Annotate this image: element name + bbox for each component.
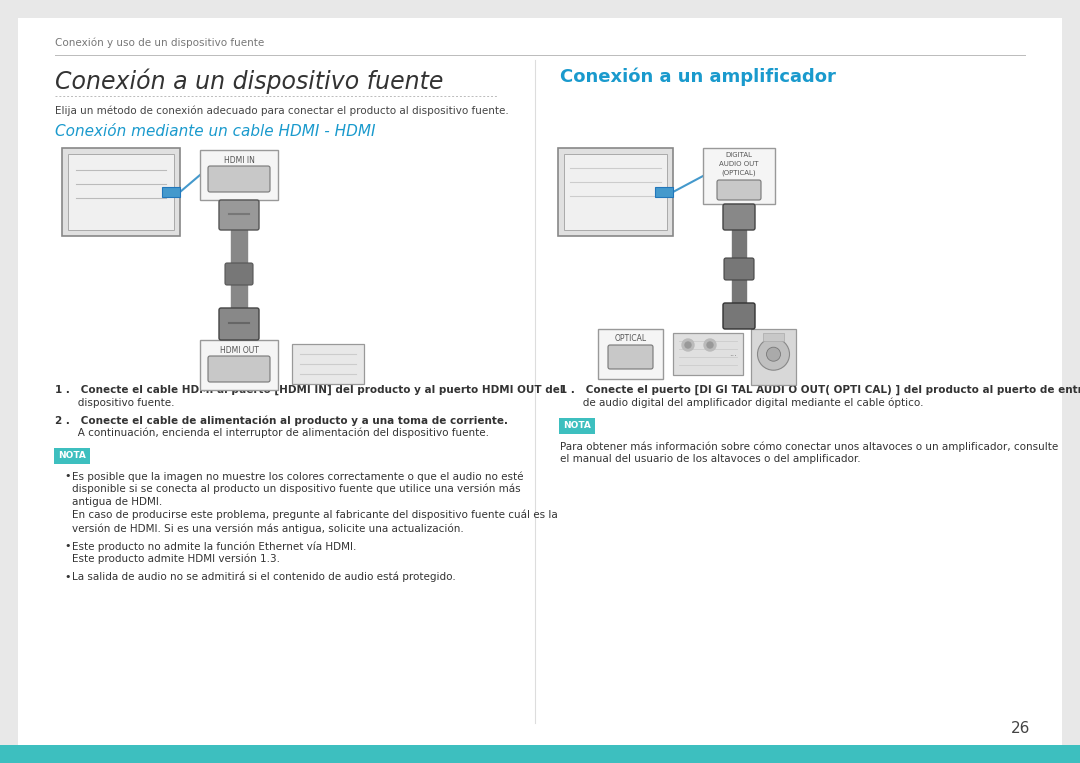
Text: Conexión a un dispositivo fuente: Conexión a un dispositivo fuente <box>55 68 444 94</box>
Text: 26: 26 <box>1011 721 1030 736</box>
FancyBboxPatch shape <box>703 148 775 204</box>
FancyBboxPatch shape <box>598 329 663 379</box>
FancyBboxPatch shape <box>18 18 1062 745</box>
FancyBboxPatch shape <box>0 745 1080 763</box>
FancyBboxPatch shape <box>762 333 784 341</box>
Text: Este producto admite HDMI versión 1.3.: Este producto admite HDMI versión 1.3. <box>72 554 280 565</box>
Text: dispositivo fuente.: dispositivo fuente. <box>55 398 175 408</box>
FancyBboxPatch shape <box>608 345 653 369</box>
Text: En caso de producirse este problema, pregunte al fabricante del dispositivo fuen: En caso de producirse este problema, pre… <box>72 510 557 520</box>
Text: NOTA: NOTA <box>58 452 86 461</box>
Text: •: • <box>64 572 70 582</box>
Text: AUDIO OUT: AUDIO OUT <box>719 161 759 167</box>
Text: •: • <box>64 471 70 481</box>
FancyBboxPatch shape <box>559 418 595 434</box>
FancyBboxPatch shape <box>717 180 761 200</box>
Circle shape <box>681 339 694 351</box>
Text: HDMI OUT: HDMI OUT <box>219 346 258 355</box>
Circle shape <box>707 342 713 348</box>
Circle shape <box>704 339 716 351</box>
Text: La salida de audio no se admitirá si el contenido de audio está protegido.: La salida de audio no se admitirá si el … <box>72 572 456 582</box>
FancyBboxPatch shape <box>219 308 259 340</box>
FancyBboxPatch shape <box>219 200 259 230</box>
Text: 1 .   Conecte el puerto [DI GI TAL AUDI O OUT( OPTI CAL) ] del producto al puert: 1 . Conecte el puerto [DI GI TAL AUDI O … <box>561 385 1080 395</box>
Text: HDMI IN: HDMI IN <box>224 156 255 165</box>
FancyBboxPatch shape <box>564 154 667 230</box>
Text: ...: ... <box>729 349 737 359</box>
Text: disponible si se conecta al producto un dispositivo fuente que utilice una versi: disponible si se conecta al producto un … <box>72 484 521 494</box>
FancyBboxPatch shape <box>200 150 278 200</box>
Text: el manual del usuario de los altavoces o del amplificador.: el manual del usuario de los altavoces o… <box>561 454 861 464</box>
Text: Conexión a un amplificador: Conexión a un amplificador <box>561 68 836 86</box>
Text: 2 .   Conecte el cable de alimentación al producto y a una toma de corriente.: 2 . Conecte el cable de alimentación al … <box>55 415 508 426</box>
Text: Conexión y uso de un dispositivo fuente: Conexión y uso de un dispositivo fuente <box>55 38 265 49</box>
FancyBboxPatch shape <box>751 329 796 385</box>
Text: de audio digital del amplificador digital mediante el cable óptico.: de audio digital del amplificador digita… <box>561 398 923 408</box>
Text: DIGITAL: DIGITAL <box>726 152 753 158</box>
FancyBboxPatch shape <box>162 187 180 197</box>
FancyBboxPatch shape <box>723 204 755 230</box>
FancyBboxPatch shape <box>208 356 270 382</box>
Text: 1 .   Conecte el cable HDMI al puerto [HDMI IN] del producto y al puerto HDMI OU: 1 . Conecte el cable HDMI al puerto [HDM… <box>55 385 564 395</box>
FancyBboxPatch shape <box>225 263 253 285</box>
Text: Es posible que la imagen no muestre los colores correctamente o que el audio no : Es posible que la imagen no muestre los … <box>72 471 524 481</box>
FancyBboxPatch shape <box>62 148 180 236</box>
Text: Conexión mediante un cable HDMI - HDMI: Conexión mediante un cable HDMI - HDMI <box>55 124 376 139</box>
FancyBboxPatch shape <box>724 258 754 280</box>
Circle shape <box>685 342 691 348</box>
Text: (OPTICAL): (OPTICAL) <box>721 170 756 176</box>
FancyBboxPatch shape <box>292 344 364 384</box>
FancyBboxPatch shape <box>723 303 755 329</box>
Text: Para obtener más información sobre cómo conectar unos altavoces o un amplificado: Para obtener más información sobre cómo … <box>561 441 1058 452</box>
Text: Elija un método de conexión adecuado para conectar el producto al dispositivo fu: Elija un método de conexión adecuado par… <box>55 106 509 117</box>
Text: •: • <box>64 541 70 551</box>
Text: antigua de HDMI.: antigua de HDMI. <box>72 497 162 507</box>
Text: OPTICAL: OPTICAL <box>615 334 647 343</box>
Text: Este producto no admite la función Ethernet vía HDMI.: Este producto no admite la función Ether… <box>72 541 356 552</box>
FancyBboxPatch shape <box>558 148 673 236</box>
Text: versión de HDMI. Si es una versión más antigua, solicite una actualización.: versión de HDMI. Si es una versión más a… <box>72 523 463 533</box>
Text: A continuación, encienda el interruptor de alimentación del dispositivo fuente.: A continuación, encienda el interruptor … <box>55 428 489 439</box>
Text: NOTA: NOTA <box>563 421 591 430</box>
FancyBboxPatch shape <box>54 448 90 464</box>
Circle shape <box>757 338 789 370</box>
FancyBboxPatch shape <box>654 187 673 197</box>
Circle shape <box>767 347 781 361</box>
FancyBboxPatch shape <box>208 166 270 192</box>
FancyBboxPatch shape <box>68 154 174 230</box>
FancyBboxPatch shape <box>200 340 278 390</box>
FancyBboxPatch shape <box>673 333 743 375</box>
